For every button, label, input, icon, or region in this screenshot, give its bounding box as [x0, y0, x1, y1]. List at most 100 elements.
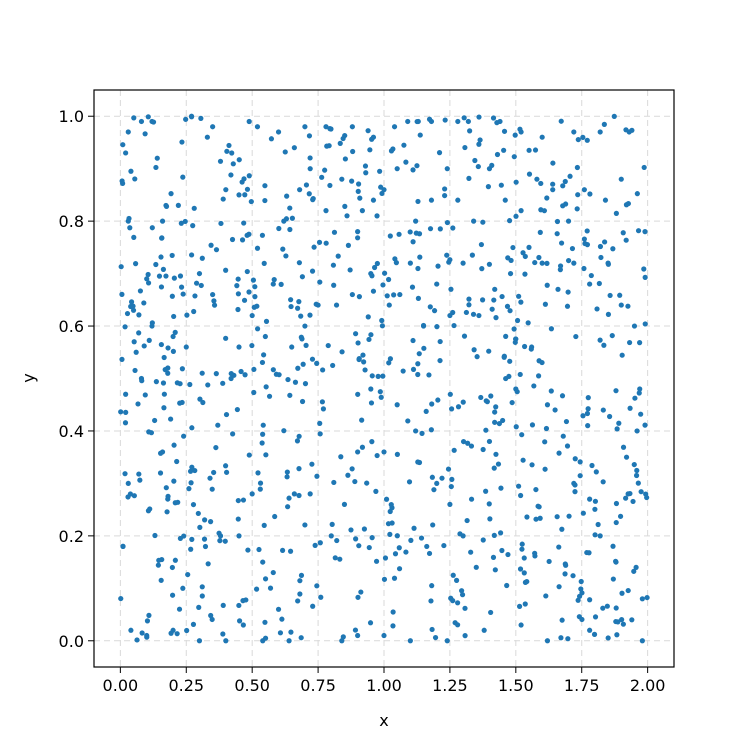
scatter-point [246, 452, 252, 458]
scatter-point [157, 450, 164, 456]
scatter-point [314, 473, 320, 479]
scatter-point [377, 168, 383, 174]
scatter-point [480, 446, 486, 453]
scatter-point [285, 504, 291, 510]
scatter-point [165, 345, 171, 351]
scatter-point [246, 289, 252, 295]
scatter-point [125, 480, 131, 487]
scatter-point [217, 538, 223, 544]
scatter-point [149, 320, 155, 326]
scatter-point [486, 501, 492, 507]
scatter-point [477, 137, 483, 143]
scatter-point [554, 231, 560, 237]
scatter-point [217, 158, 224, 164]
scatter-point [374, 260, 380, 267]
scatter-point [397, 291, 403, 298]
scatter-point [288, 297, 294, 303]
scatter-point [480, 219, 486, 225]
scatter-point [543, 425, 550, 432]
scatter-point [298, 572, 305, 578]
scatter-point [176, 606, 183, 612]
scatter-point [131, 493, 137, 499]
scatter-point [544, 260, 550, 266]
scatter-point [369, 439, 375, 445]
scatter-point [391, 124, 398, 130]
scatter-point [133, 261, 139, 267]
scatter-point [146, 337, 152, 343]
scatter-point [585, 395, 591, 401]
scatter-point [428, 427, 434, 433]
scatter-point [309, 461, 315, 467]
scatter-point [210, 291, 216, 298]
scatter-point [369, 535, 375, 541]
scatter-point [187, 468, 194, 474]
scatter-point [597, 533, 603, 539]
scatter-point [378, 394, 384, 400]
scatter-point [495, 461, 502, 467]
scatter-point [261, 352, 267, 358]
scatter-point [262, 197, 268, 204]
scatter-point [146, 429, 152, 435]
scatter-point [370, 288, 377, 294]
scatter-point [128, 299, 135, 305]
scatter-point [359, 444, 366, 450]
scatter-point [607, 413, 613, 420]
x-tick-label: 1.25 [432, 676, 468, 695]
scatter-point [230, 161, 236, 167]
scatter-point [506, 218, 513, 224]
scatter-point [272, 513, 278, 520]
scatter-point [613, 519, 619, 526]
scatter-point [147, 506, 153, 512]
scatter-point [629, 127, 635, 133]
scatter-point [618, 176, 624, 182]
scatter-point [453, 577, 460, 583]
scatter-point [487, 516, 493, 522]
scatter-point [267, 585, 274, 591]
scatter-point [319, 399, 325, 405]
scatter-point [294, 438, 301, 444]
scatter-point [153, 164, 159, 171]
scatter-point [522, 271, 528, 277]
scatter-point [539, 260, 545, 266]
scatter-point [277, 630, 284, 636]
scatter-point [359, 417, 365, 423]
scatter-point [368, 332, 374, 338]
scatter-point [297, 591, 303, 597]
scatter-point [641, 266, 647, 272]
scatter-point [427, 226, 434, 232]
scatter-point [631, 461, 637, 468]
scatter-point [435, 397, 441, 403]
scatter-point [577, 473, 583, 479]
scatter-point [263, 452, 269, 458]
scatter-point [410, 167, 416, 173]
scatter-point [256, 546, 262, 553]
scatter-point [417, 132, 423, 138]
scatter-point [369, 373, 375, 379]
scatter-point [356, 181, 362, 187]
scatter-point [598, 254, 604, 261]
scatter-point [190, 223, 196, 229]
scatter-point [408, 537, 414, 543]
scatter-point [374, 452, 380, 459]
scatter-point [637, 340, 643, 346]
scatter-point [190, 501, 197, 508]
scatter-point [627, 405, 633, 411]
scatter-point [597, 337, 603, 343]
scatter-point [415, 371, 421, 378]
scatter-point [498, 182, 504, 188]
scatter-point [513, 213, 519, 219]
scatter-point [555, 286, 561, 292]
scatter-point [223, 469, 230, 475]
scatter-point [297, 187, 303, 193]
scatter-point [448, 483, 454, 490]
scatter-point [434, 324, 440, 330]
scatter-point [165, 370, 171, 376]
scatter-point [366, 336, 372, 343]
scatter-point [394, 451, 400, 457]
scatter-point [486, 348, 492, 354]
scatter-point [410, 337, 416, 344]
scatter-point [133, 349, 139, 355]
scatter-point [163, 273, 169, 279]
scatter-point [592, 498, 599, 504]
scatter-point [302, 124, 308, 130]
